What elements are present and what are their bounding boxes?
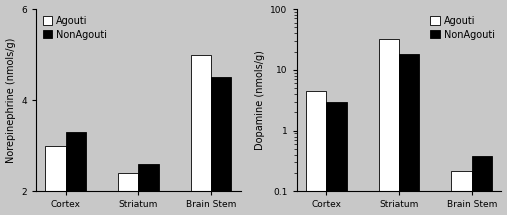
Bar [191,55,211,215]
Bar [399,54,419,215]
Bar [451,170,472,215]
Legend: Agouti, NonAgouti: Agouti, NonAgouti [428,14,496,42]
Bar [472,156,492,215]
Bar [306,91,326,215]
Bar [118,173,138,215]
Legend: Agouti, NonAgouti: Agouti, NonAgouti [41,14,109,42]
Bar [45,146,65,215]
Bar [65,132,86,215]
Y-axis label: Norepinephrine (nmols/g): Norepinephrine (nmols/g) [6,38,16,163]
Bar [326,102,347,215]
Bar [379,39,399,215]
Bar [211,77,232,215]
Y-axis label: Dopamine (nmols/g): Dopamine (nmols/g) [255,50,265,150]
Bar [138,164,159,215]
